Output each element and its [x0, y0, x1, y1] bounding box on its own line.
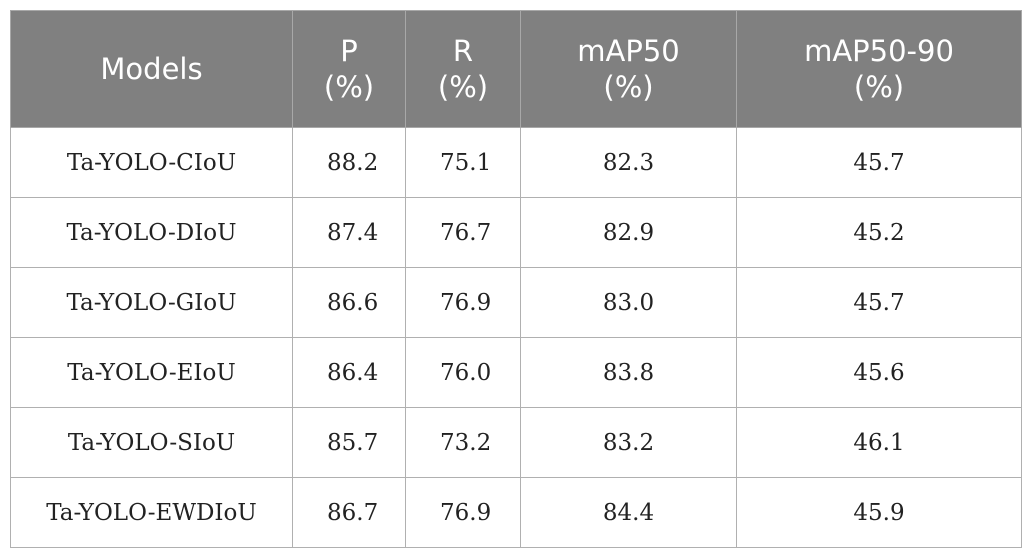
table-row: Ta-YOLO-EIoU 86.4 76.0 83.8 45.6 [10, 337, 1022, 408]
table-row: Ta-YOLO-CIoU 88.2 75.1 82.3 45.7 [10, 127, 1022, 198]
table-row: Ta-YOLO-GIoU 86.6 76.9 83.0 45.7 [10, 267, 1022, 338]
header-r: R (%) [405, 10, 521, 128]
p-cell: 87.4 [292, 197, 406, 268]
p-cell: 86.4 [292, 337, 406, 408]
map50-cell: 82.3 [520, 127, 737, 198]
p-cell: 85.7 [292, 407, 406, 478]
map50-cell: 83.2 [520, 407, 737, 478]
table-row: Ta-YOLO-SIoU 85.7 73.2 83.2 46.1 [10, 407, 1022, 478]
model-cell: Ta-YOLO-SIoU [10, 407, 293, 478]
map50-90-cell: 45.7 [736, 267, 1022, 338]
r-cell: 75.1 [405, 127, 521, 198]
results-table: Models P (%) R (%) mAP50 (%) mAP50-90 (%… [10, 10, 1022, 548]
header-p: P (%) [292, 10, 406, 128]
map50-90-cell: 45.2 [736, 197, 1022, 268]
map50-cell: 83.8 [520, 337, 737, 408]
r-cell: 76.7 [405, 197, 521, 268]
map50-cell: 83.0 [520, 267, 737, 338]
model-cell: Ta-YOLO-DIoU [10, 197, 293, 268]
table-row: Ta-YOLO-DIoU 87.4 76.7 82.9 45.2 [10, 197, 1022, 268]
map50-cell: 82.9 [520, 197, 737, 268]
r-cell: 73.2 [405, 407, 521, 478]
model-cell: Ta-YOLO-GIoU [10, 267, 293, 338]
r-cell: 76.9 [405, 477, 521, 548]
p-cell: 88.2 [292, 127, 406, 198]
map50-90-cell: 46.1 [736, 407, 1022, 478]
r-cell: 76.0 [405, 337, 521, 408]
header-map50: mAP50 (%) [520, 10, 737, 128]
p-cell: 86.6 [292, 267, 406, 338]
table-row: Ta-YOLO-EWDIoU 86.7 76.9 84.4 45.9 [10, 477, 1022, 548]
p-cell: 86.7 [292, 477, 406, 548]
model-cell: Ta-YOLO-EWDIoU [10, 477, 293, 548]
map50-90-cell: 45.6 [736, 337, 1022, 408]
r-cell: 76.9 [405, 267, 521, 338]
header-row: Models P (%) R (%) mAP50 (%) mAP50-90 (%… [10, 10, 1022, 128]
map50-90-cell: 45.9 [736, 477, 1022, 548]
header-map50-90: mAP50-90 (%) [736, 10, 1022, 128]
header-models: Models [10, 10, 293, 128]
model-cell: Ta-YOLO-CIoU [10, 127, 293, 198]
model-cell: Ta-YOLO-EIoU [10, 337, 293, 408]
map50-90-cell: 45.7 [736, 127, 1022, 198]
map50-cell: 84.4 [520, 477, 737, 548]
